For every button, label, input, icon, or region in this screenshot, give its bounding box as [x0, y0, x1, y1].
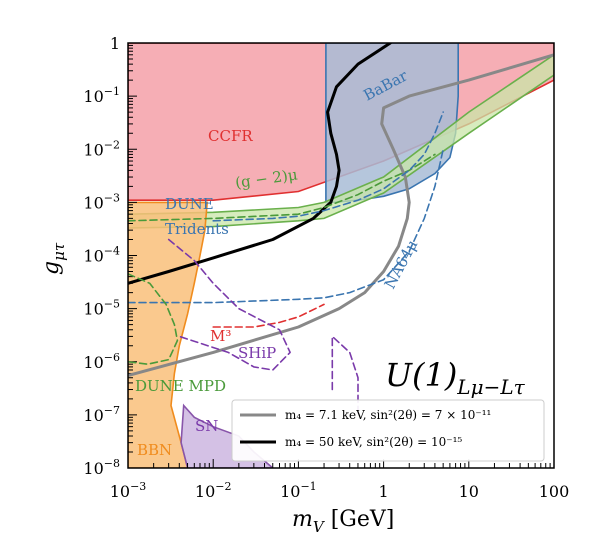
label-sn: SN	[195, 417, 218, 435]
y-tick-label: 10−1	[83, 85, 120, 106]
label-ship: SHiP	[238, 344, 276, 362]
y-axis-title: gμτ	[39, 242, 68, 275]
curve-m-4-50-kev-sin-2-10	[128, 43, 392, 285]
label-dune-mpd: DUNE MPD	[135, 377, 226, 395]
y-tick-label: 10−2	[83, 138, 120, 159]
y-tick-label: 10−4	[83, 245, 120, 266]
region-bbn	[128, 201, 209, 468]
x-tick-label: 10−1	[280, 480, 317, 501]
y-tick-label: 1	[110, 34, 120, 53]
tick-labels: 10−3 10−2 10−1 1 10 100 10−8 10−7 10−6 10−5 10−4 10…	[83, 34, 569, 501]
curve-g-2-central	[128, 153, 436, 222]
x-tick-label: 10−3	[110, 480, 147, 501]
legend-label-50keV: m₄ = 50 keV, sin²(2θ) = 10⁻¹⁵	[285, 435, 462, 449]
axis-ticks	[127, 42, 555, 469]
label-ccfr: CCFR	[208, 127, 253, 145]
plot-frame	[127, 42, 555, 469]
x-tick-label: 10−2	[195, 480, 232, 501]
legend-box	[231, 399, 545, 462]
chart-title: U(1)Lμ−Lτ	[385, 356, 526, 399]
y-tick-label: 10−3	[83, 191, 120, 212]
x-tick-label: 10	[459, 482, 479, 501]
label-bbn: BBN	[137, 441, 172, 459]
y-tick-label: 10−6	[83, 351, 120, 372]
region-g-2-band	[128, 53, 554, 229]
curve-dune-tridents	[212, 111, 444, 222]
curves	[128, 43, 554, 416]
curve-dune-mpd	[128, 273, 179, 365]
curve-m-4-7-1-kev-sin-2-7-10	[128, 53, 554, 377]
x-tick-label: 100	[539, 482, 570, 501]
curve-ship-lower	[331, 335, 359, 416]
curve-m3	[212, 303, 325, 328]
legend: m₄ = 7.1 keV, sin²(2θ) = 7 × 10⁻¹¹ m₄ = …	[231, 399, 545, 462]
label-m3: M³	[210, 327, 231, 345]
label-dune-tridents-2: Tridents	[165, 220, 229, 238]
y-tick-label: 10−5	[83, 298, 120, 319]
legend-label-7keV: m₄ = 7.1 keV, sin²(2θ) = 7 × 10⁻¹¹	[285, 408, 491, 422]
x-axis-title: mV [GeV]	[292, 507, 394, 536]
exclusion-regions	[128, 43, 554, 468]
y-tick-label: 10−8	[83, 457, 120, 478]
label-dune-tridents-1: DUNE	[165, 195, 214, 213]
curve-na64	[128, 148, 444, 304]
curve-ship	[167, 238, 291, 371]
y-tick-label: 10−7	[83, 404, 120, 425]
x-tick-label: 1	[379, 482, 389, 501]
